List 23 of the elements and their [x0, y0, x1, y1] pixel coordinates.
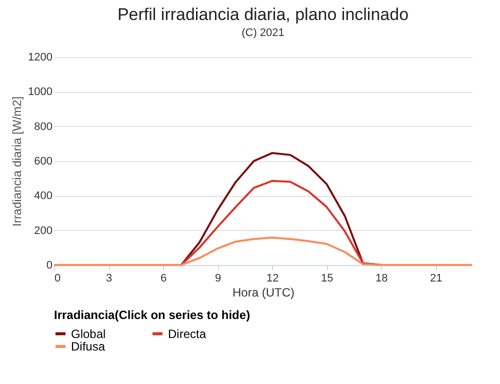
y-tick-label: 800	[34, 120, 52, 133]
x-tick-label: 3	[106, 272, 112, 284]
x-tick-label: 15	[320, 272, 334, 284]
legend-title: Irradiancia(Click on series to hide)	[54, 308, 250, 322]
x-tick-label: 12	[266, 272, 279, 284]
chart-subtitle: (C) 2021	[242, 27, 284, 39]
x-tick-label: 9	[215, 272, 222, 284]
x-tick-label: 18	[376, 272, 388, 284]
x-tick-label: 6	[160, 272, 167, 284]
x-tick-label: 21	[430, 272, 442, 284]
y-tick-label: 400	[34, 190, 52, 202]
y-tick-label: 0	[46, 260, 52, 272]
y-tick-label: 200	[34, 224, 52, 237]
legend-label: Difusa	[71, 340, 106, 354]
y-tick-label: 600	[34, 156, 52, 168]
legend-label: Global	[71, 326, 106, 341]
chart-title: Perfil irradiancia diaria, plano inclinado	[117, 5, 409, 24]
y-tick-label: 1200	[28, 52, 52, 64]
x-tick-label: 0	[54, 272, 61, 284]
x-axis-title: Hora (UTC)	[232, 286, 294, 300]
y-tick-label: 1000	[28, 86, 52, 98]
y-axis-title: Irradiancia diaria [W/m2]	[10, 96, 24, 227]
legend-label: Directa	[168, 326, 206, 341]
